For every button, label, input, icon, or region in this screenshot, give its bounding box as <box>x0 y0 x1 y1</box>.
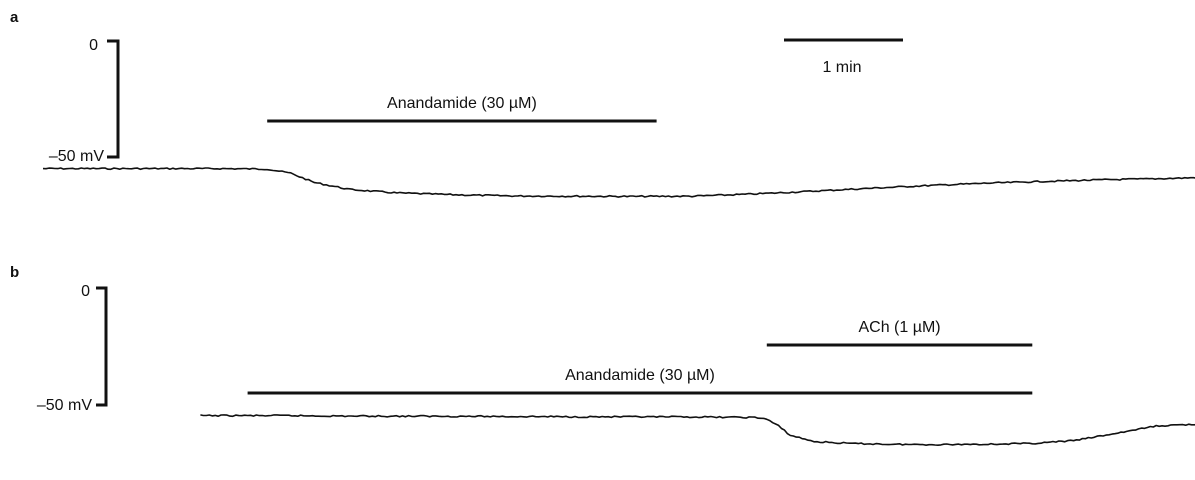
panel-b-label: b <box>10 264 19 281</box>
panel-b-scale-top-label: 0 <box>81 283 90 300</box>
panel-a: a 0 –50 mV 1 min Anandamide (30 µM) <box>10 9 1195 197</box>
application-label: ACh (1 µM) <box>858 319 940 336</box>
panel-a-voltage-scale-bar <box>107 41 118 157</box>
panel-b-trace <box>200 415 1195 445</box>
panel-a-scale-top-label: 0 <box>89 37 98 54</box>
panel-a-label: a <box>10 9 19 26</box>
panel-b: b 0 –50 mV ACh (1 µM) Anandamide (30 µM) <box>10 264 1195 445</box>
application-label: Anandamide (30 µM) <box>565 367 715 384</box>
application-label: Anandamide (30 µM) <box>387 95 537 112</box>
panel-b-voltage-scale-bar <box>96 288 106 405</box>
panel-a-applications: Anandamide (30 µM) <box>267 95 656 121</box>
panel-b-applications: ACh (1 µM) Anandamide (30 µM) <box>248 319 1033 393</box>
panel-b-scale-bottom-label: –50 mV <box>37 397 92 414</box>
panel-a-time-scale-label: 1 min <box>822 59 861 76</box>
panel-a-scale-bottom-label: –50 mV <box>49 148 104 165</box>
panel-a-trace <box>43 168 1195 197</box>
